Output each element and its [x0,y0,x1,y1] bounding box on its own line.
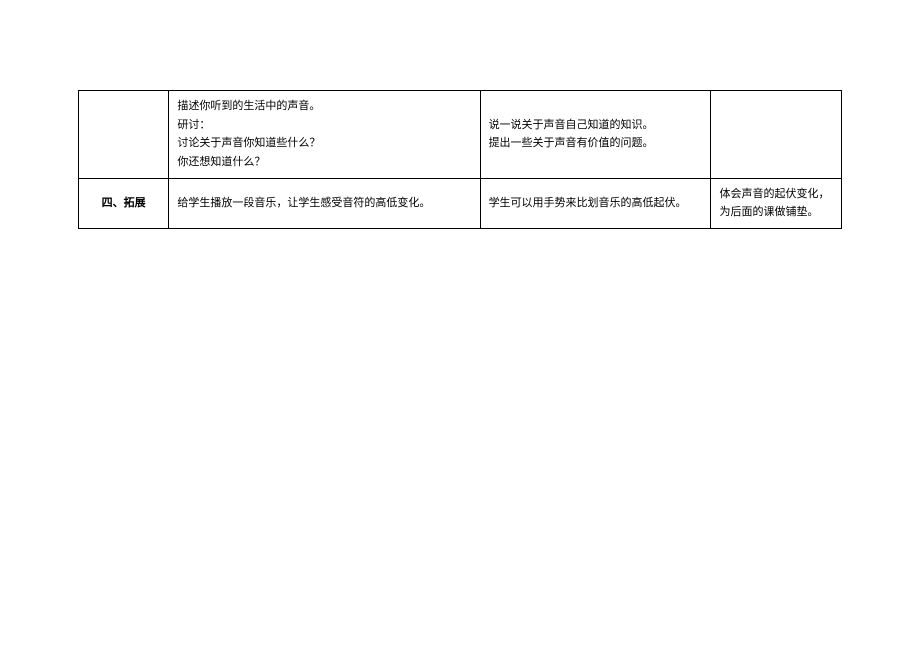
phase-label-cell [79,91,169,179]
lesson-plan-table: 描述你听到的生活中的声音。研讨：讨论关于声音你知道些什么？你还想知道什么？ 说一… [78,90,842,229]
phase-label-cell: 四、拓展 [79,178,169,228]
table-row: 描述你听到的生活中的声音。研讨：讨论关于声音你知道些什么？你还想知道什么？ 说一… [79,91,842,179]
teacher-activity-cell: 描述你听到的生活中的声音。研讨：讨论关于声音你知道些什么？你还想知道什么？ [169,91,480,179]
table-row: 四、拓展 给学生播放一段音乐，让学生感受音符的高低变化。 学生可以用手势来比划音… [79,178,842,228]
design-intent-cell [711,91,842,179]
teacher-activity-cell: 给学生播放一段音乐，让学生感受音符的高低变化。 [169,178,480,228]
design-intent-cell: 体会声音的起伏变化，为后面的课做铺垫。 [711,178,842,228]
student-activity-cell: 学生可以用手势来比划音乐的高低起伏。 [480,178,711,228]
student-activity-cell: 说一说关于声音自己知道的知识。提出一些关于声音有价值的问题。 [480,91,711,179]
